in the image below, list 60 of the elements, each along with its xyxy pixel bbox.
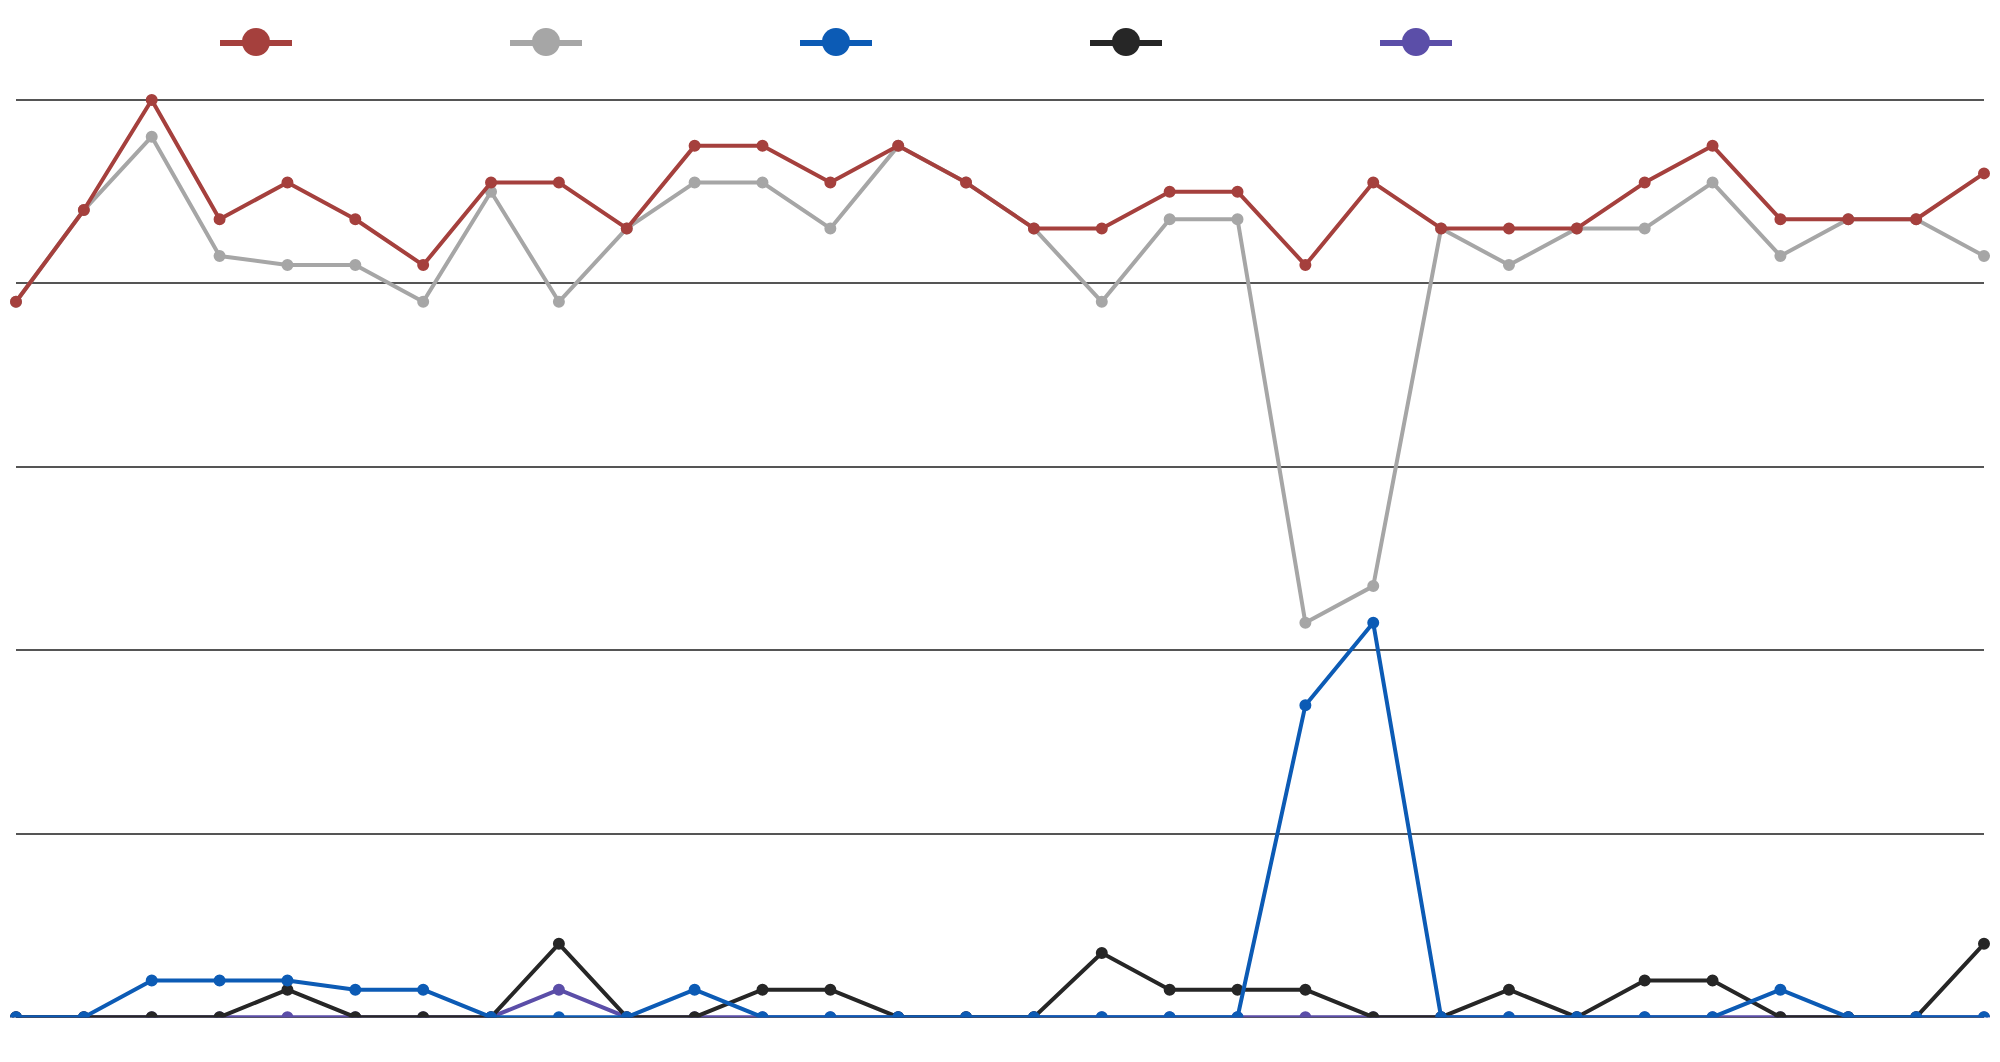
point: [1299, 259, 1312, 272]
point: [1638, 222, 1651, 235]
point: [1774, 249, 1787, 262]
point: [1502, 259, 1515, 272]
point: [688, 983, 701, 996]
point: [824, 983, 837, 996]
point: [1706, 139, 1719, 152]
point: [213, 974, 226, 987]
point: [1095, 295, 1108, 308]
point: [1231, 983, 1244, 996]
point: [688, 176, 701, 189]
point: [417, 983, 430, 996]
point: [1299, 983, 1312, 996]
point: [1978, 249, 1990, 262]
point: [145, 974, 158, 987]
point: [1706, 176, 1719, 189]
point: [1774, 213, 1787, 226]
point: [1163, 213, 1176, 226]
point: [213, 213, 226, 226]
point: [1367, 176, 1380, 189]
point: [213, 249, 226, 262]
point: [1502, 222, 1515, 235]
point: [1231, 213, 1244, 226]
point: [1978, 937, 1990, 950]
point: [756, 983, 769, 996]
point: [1299, 616, 1312, 629]
point: [552, 983, 565, 996]
point: [145, 94, 158, 106]
point: [552, 937, 565, 950]
point: [1367, 616, 1380, 629]
point: [1095, 947, 1108, 959]
point: [485, 176, 498, 189]
point: [281, 176, 294, 189]
point: [349, 983, 362, 996]
point: [824, 176, 837, 189]
point: [1163, 185, 1176, 198]
point: [552, 295, 565, 308]
point: [281, 259, 294, 272]
point: [349, 213, 362, 226]
point: [1774, 983, 1787, 996]
point: [1299, 699, 1312, 712]
point: [756, 139, 769, 152]
point: [1367, 580, 1380, 593]
point: [1706, 974, 1719, 987]
point: [281, 974, 294, 987]
point: [1163, 983, 1176, 996]
point: [145, 130, 158, 143]
point: [1095, 222, 1108, 235]
point: [1978, 167, 1990, 180]
point: [417, 295, 430, 308]
point: [552, 176, 565, 189]
point: [1231, 185, 1244, 198]
point: [1502, 983, 1515, 996]
point: [824, 222, 837, 235]
point: [1638, 176, 1651, 189]
point: [349, 259, 362, 272]
point: [1638, 974, 1651, 987]
point: [688, 139, 701, 152]
point: [417, 259, 430, 272]
point: [756, 176, 769, 189]
